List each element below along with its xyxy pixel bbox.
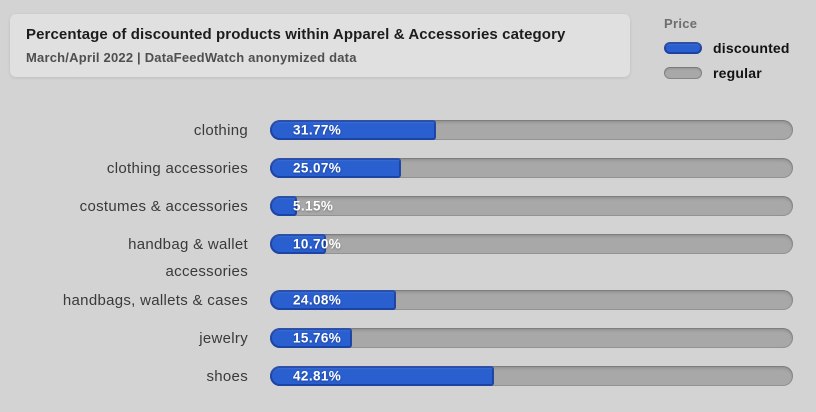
bar-value-label: 15.76% [293, 330, 342, 346]
category-label-line: costumes & accessories [79, 198, 248, 215]
regular-swatch-icon [664, 67, 702, 79]
legend-title: Price [664, 16, 698, 31]
category-label-line: jewelry [199, 330, 248, 347]
bar-rows: clothing 31.77% clothing accessories 25.… [0, 120, 816, 404]
category-label: clothing [0, 120, 248, 140]
bar-fill-discounted [270, 120, 437, 140]
bar-track: 31.77% [270, 120, 793, 140]
bar-row: clothing accessories 25.07% [0, 158, 816, 196]
bar-track: 42.81% [270, 366, 793, 386]
bar-row: handbags, wallets & cases 24.08% [0, 290, 816, 328]
category-label-line: handbag & wallet [128, 236, 248, 253]
category-label: handbags, wallets & cases [0, 290, 248, 310]
bar-track: 24.08% [270, 290, 793, 310]
bar-value-label: 42.81% [293, 368, 342, 384]
category-label-line: clothing [193, 122, 248, 139]
bar-fill-discounted [270, 158, 402, 178]
category-label-line: clothing accessories [106, 160, 248, 177]
title-card: Percentage of discounted products within… [10, 14, 630, 77]
bar-row: clothing 31.77% [0, 120, 816, 158]
legend-item-regular: regular [664, 65, 790, 81]
category-label: jewelry [0, 328, 248, 348]
bar-value-label: 31.77% [293, 122, 342, 138]
bar-fill-discounted [270, 290, 396, 310]
bar-fill-discounted [270, 366, 494, 386]
category-label-line: shoes [206, 368, 248, 385]
bar-fill-discounted [270, 234, 326, 254]
category-label-line: handbags, wallets & cases [62, 292, 248, 309]
bar-row: jewelry 15.76% [0, 328, 816, 366]
legend-label-discounted: discounted [713, 40, 790, 56]
chart-subtitle: March/April 2022 | DataFeedWatch anonymi… [26, 50, 357, 65]
bar-fill-discounted [270, 328, 353, 348]
bar-track: 15.76% [270, 328, 793, 348]
chart-title: Percentage of discounted products within… [26, 26, 566, 43]
bar-value-label: 25.07% [293, 160, 342, 176]
bar-row: costumes & accessories 5.15% [0, 196, 816, 234]
bar-value-label: 24.08% [293, 292, 342, 308]
legend-item-discounted: discounted [664, 40, 790, 56]
bar-track: 10.70% [270, 234, 793, 254]
bar-fill-discounted [270, 196, 297, 216]
category-label: shoes [0, 366, 248, 386]
category-label: clothing accessories [0, 158, 248, 178]
category-label: handbag & wallet accessories [0, 234, 248, 281]
bar-value-label: 10.70% [293, 236, 342, 252]
legend: Price discounted regular [664, 16, 790, 81]
bar-track: 5.15% [270, 196, 793, 216]
bar-track: 25.07% [270, 158, 793, 178]
discounted-swatch-icon [664, 42, 702, 54]
category-label: costumes & accessories [0, 196, 248, 216]
bar-row: handbag & wallet accessories 10.70% [0, 234, 816, 290]
category-label-line: accessories [165, 263, 248, 280]
bar-value-label: 5.15% [293, 198, 334, 214]
bar-row: shoes 42.81% [0, 366, 816, 404]
legend-label-regular: regular [713, 65, 762, 81]
